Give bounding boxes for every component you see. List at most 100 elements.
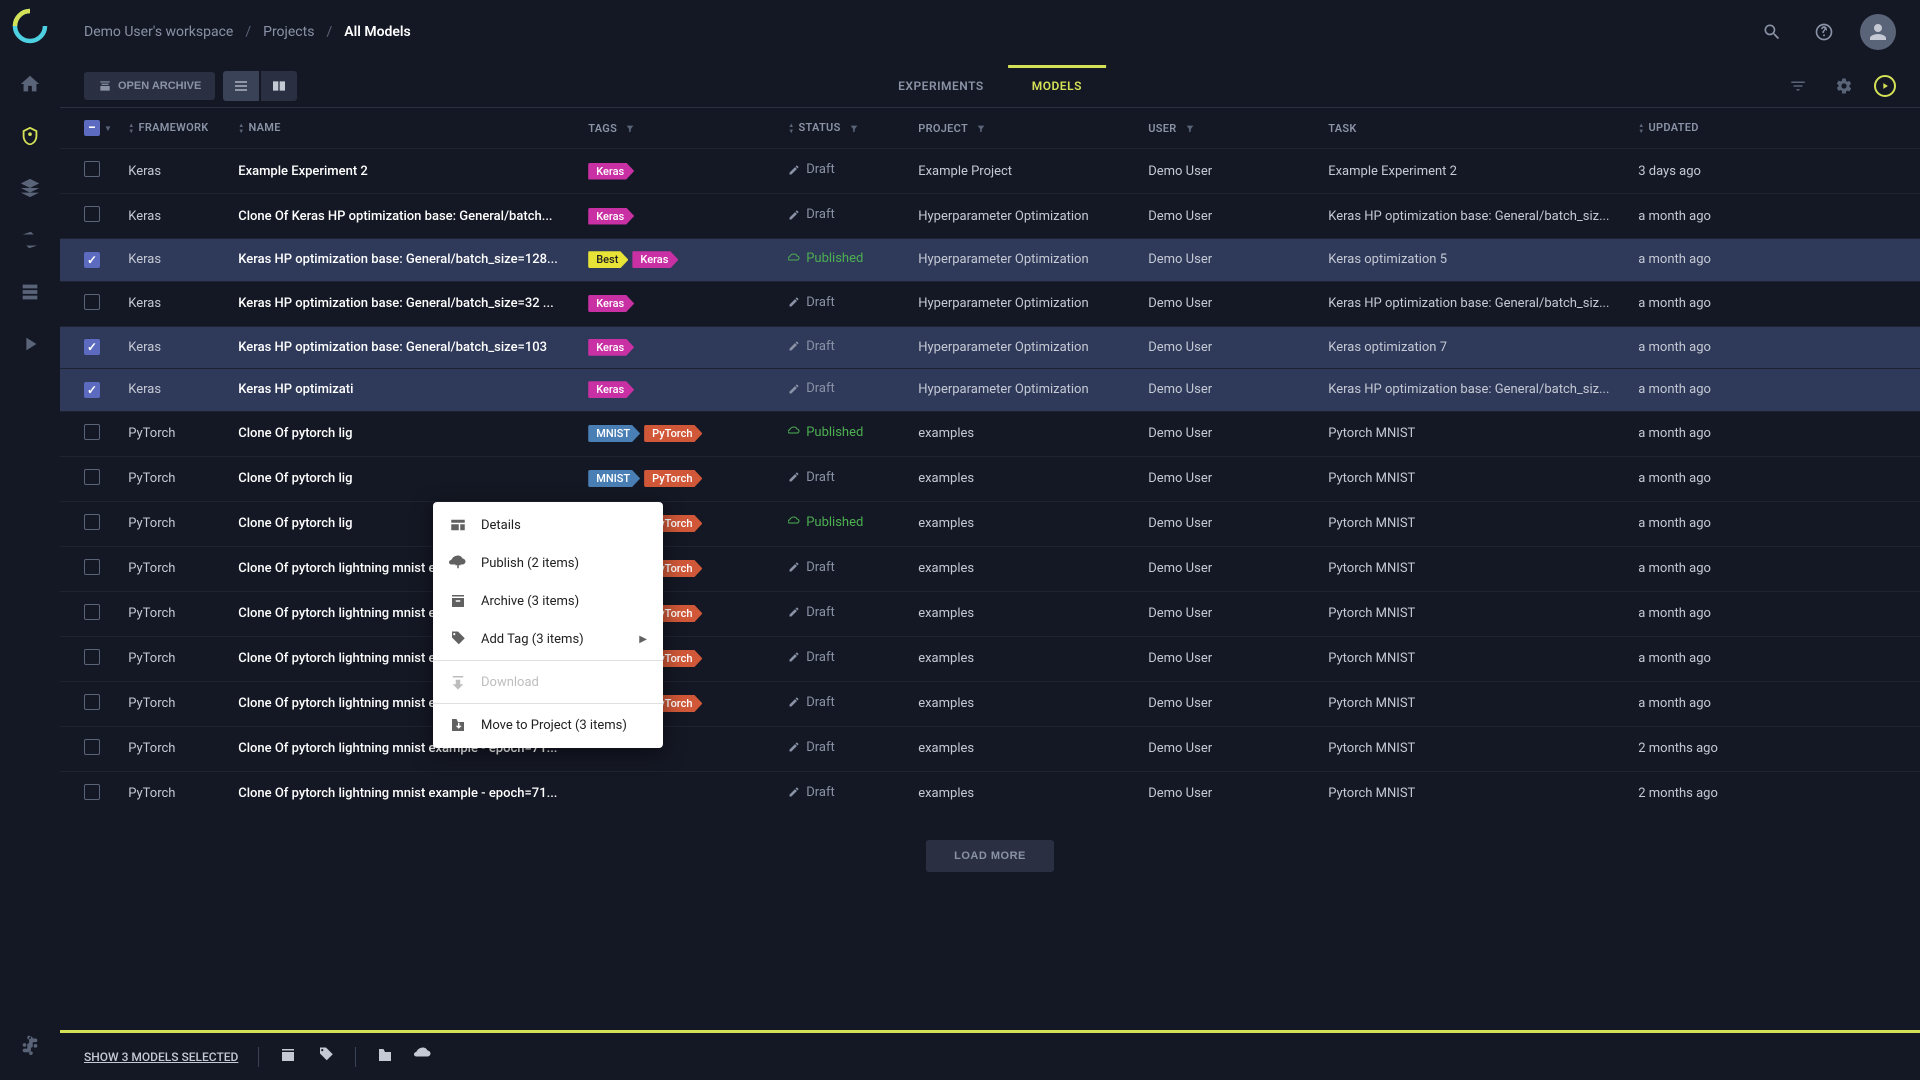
cell-task[interactable]: Keras optimization 5 [1320,239,1630,282]
row-checkbox[interactable] [84,694,100,710]
detail-view-button[interactable] [261,71,297,101]
row-checkbox[interactable] [84,252,100,268]
col-task[interactable]: TASK [1320,108,1630,149]
tab-experiments[interactable]: EXPERIMENTS [874,65,1008,107]
cell-task[interactable]: Pytorch MNIST [1320,411,1630,456]
cell-project[interactable]: examples [910,681,1140,726]
col-name[interactable]: NAME [230,108,580,149]
cell-project[interactable]: Hyperparameter Optimization [910,326,1140,369]
cell-project[interactable]: examples [910,726,1140,771]
cell-task[interactable]: Keras HP optimization base: General/batc… [1320,369,1630,412]
cell-name[interactable]: Example Experiment 2 [230,149,580,194]
cell-task[interactable]: Pytorch MNIST [1320,456,1630,501]
cell-name[interactable]: Keras HP optimization base: General/batc… [230,281,580,326]
row-checkbox[interactable] [84,424,100,440]
footer-publish-button[interactable] [414,1046,432,1068]
cell-project[interactable]: examples [910,501,1140,546]
row-checkbox[interactable] [84,339,100,355]
cell-task[interactable]: Pytorch MNIST [1320,636,1630,681]
sidebar-home[interactable] [6,60,54,108]
footer-tag-button[interactable] [317,1046,335,1068]
table-row[interactable]: PyTorch Clone Of pytorch lightning mnist… [60,726,1920,771]
load-more-button[interactable]: LOAD MORE [926,840,1054,872]
sidebar-workers[interactable] [6,268,54,316]
table-row[interactable]: Keras Clone Of Keras HP optimization bas… [60,194,1920,239]
context-move[interactable]: Move to Project (3 items) [433,706,663,744]
row-checkbox[interactable] [84,294,100,310]
row-checkbox[interactable] [84,739,100,755]
table-row[interactable]: Keras Keras HP optimization base: Genera… [60,326,1920,369]
breadcrumb-workspace[interactable]: Demo User's workspace [84,24,233,40]
context-archive[interactable]: Archive (3 items) [433,582,663,620]
cell-project[interactable]: Hyperparameter Optimization [910,194,1140,239]
cell-task[interactable]: Keras optimization 7 [1320,326,1630,369]
cell-task[interactable]: Keras HP optimization base: General/batc… [1320,281,1630,326]
sidebar-api[interactable] [6,320,54,368]
col-user[interactable]: USER [1140,108,1320,149]
search-button[interactable] [1756,16,1788,48]
col-project[interactable]: PROJECT [910,108,1140,149]
cell-project[interactable]: examples [910,771,1140,816]
cell-project[interactable]: Hyperparameter Optimization [910,281,1140,326]
row-checkbox[interactable] [84,382,100,398]
row-checkbox[interactable] [84,649,100,665]
cell-name[interactable]: Clone Of pytorch lightning mnist example… [230,771,580,816]
settings-button[interactable] [1828,70,1860,102]
table-row[interactable]: PyTorch Clone Of pytorch lightning mnist… [60,771,1920,816]
table-row[interactable]: PyTorch Clone Of pytorch lig MNISTPyTorc… [60,456,1920,501]
table-row[interactable]: Keras Example Experiment 2 Keras Draft E… [60,149,1920,194]
cell-task[interactable]: Pytorch MNIST [1320,681,1630,726]
selection-count-link[interactable]: SHOW 3 MODELS SELECTED [84,1050,238,1064]
table-row[interactable]: PyTorch Clone Of pytorch lightning mnist… [60,681,1920,726]
cell-project[interactable]: Hyperparameter Optimization [910,239,1140,282]
auto-refresh-button[interactable] [1874,75,1896,97]
list-view-button[interactable] [223,71,259,101]
user-avatar[interactable] [1860,14,1896,50]
col-tags[interactable]: TAGS [580,108,780,149]
cell-task[interactable]: Pytorch MNIST [1320,726,1630,771]
cell-task[interactable]: Pytorch MNIST [1320,546,1630,591]
app-logo[interactable] [12,8,48,44]
breadcrumb-projects[interactable]: Projects [263,24,314,40]
row-checkbox[interactable] [84,514,100,530]
cell-project[interactable]: examples [910,636,1140,681]
footer-move-button[interactable] [376,1046,394,1068]
table-row[interactable]: Keras Keras HP optimization base: Genera… [60,281,1920,326]
context-add-tag[interactable]: Add Tag (3 items) ▶ [433,620,663,658]
cell-task[interactable]: Pytorch MNIST [1320,771,1630,816]
table-row[interactable]: Keras Keras HP optimization base: Genera… [60,239,1920,282]
table-row[interactable]: Keras Keras HP optimizati Keras Draft Hy… [60,369,1920,412]
cell-project[interactable]: examples [910,411,1140,456]
cell-name[interactable]: Keras HP optimization base: General/batc… [230,239,580,282]
col-updated[interactable]: UPDATED [1630,108,1920,149]
row-checkbox[interactable] [84,469,100,485]
cell-name[interactable]: Clone Of pytorch lig [230,411,580,456]
tab-models[interactable]: MODELS [1008,65,1106,107]
cell-name[interactable]: Keras HP optimizati [230,369,580,412]
cell-task[interactable]: Example Experiment 2 [1320,149,1630,194]
cell-project[interactable]: examples [910,456,1140,501]
cell-task[interactable]: Pytorch MNIST [1320,501,1630,546]
table-row[interactable]: PyTorch Clone Of pytorch lightning mnist… [60,636,1920,681]
sidebar-pipelines[interactable] [6,216,54,264]
cell-project[interactable]: examples [910,546,1140,591]
context-publish[interactable]: Publish (2 items) [433,544,663,582]
col-framework[interactable]: FRAMEWORK [120,108,230,149]
cell-name[interactable]: Keras HP optimization base: General/batc… [230,326,580,369]
row-checkbox[interactable] [84,206,100,222]
footer-archive-button[interactable] [279,1046,297,1068]
table-row[interactable]: PyTorch Clone Of pytorch lig MNISTPyTorc… [60,411,1920,456]
table-row[interactable]: PyTorch Clone Of pytorch lig MNISTPyTorc… [60,501,1920,546]
cell-project[interactable]: Example Project [910,149,1140,194]
open-archive-button[interactable]: OPEN ARCHIVE [84,72,215,100]
row-checkbox[interactable] [84,161,100,177]
sidebar-models[interactable] [6,112,54,160]
sidebar-slack[interactable] [6,1020,54,1068]
cell-project[interactable]: examples [910,591,1140,636]
col-status[interactable]: STATUS [780,108,910,149]
cell-name[interactable]: Clone Of Keras HP optimization base: Gen… [230,194,580,239]
row-checkbox[interactable] [84,784,100,800]
cell-task[interactable]: Keras HP optimization base: General/batc… [1320,194,1630,239]
table-row[interactable]: PyTorch Clone Of pytorch lightning mnist… [60,591,1920,636]
help-button[interactable] [1808,16,1840,48]
